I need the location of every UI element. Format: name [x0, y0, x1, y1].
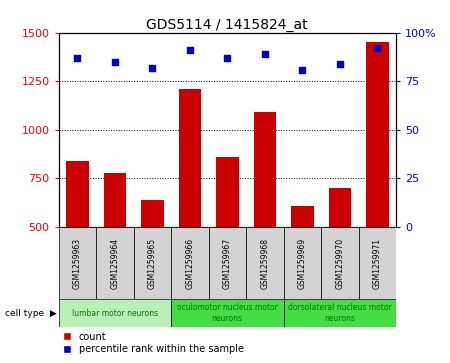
Legend: count, percentile rank within the sample: count, percentile rank within the sample [63, 331, 244, 355]
Bar [179, 89, 201, 227]
Text: cell type  ▶: cell type ▶ [5, 309, 57, 318]
Text: GSM1259970: GSM1259970 [335, 238, 344, 289]
Text: dorsolateral nucleus motor
neurons: dorsolateral nucleus motor neurons [288, 303, 392, 323]
Text: oculomotor nucleus motor
neurons: oculomotor nucleus motor neurons [177, 303, 278, 323]
Bar [134, 227, 171, 299]
Point [148, 65, 156, 70]
Bar [171, 227, 208, 299]
Bar [208, 227, 246, 299]
Bar [291, 205, 314, 227]
Point [336, 61, 343, 67]
Title: GDS5114 / 1415824_at: GDS5114 / 1415824_at [146, 18, 308, 32]
Point [111, 59, 118, 65]
Text: GSM1259964: GSM1259964 [110, 238, 119, 289]
Bar [328, 188, 351, 227]
Bar [366, 42, 388, 227]
Text: GSM1259966: GSM1259966 [185, 238, 194, 289]
Bar [359, 227, 396, 299]
Bar [284, 227, 321, 299]
Point [224, 55, 231, 61]
Bar [216, 157, 239, 227]
Point [299, 67, 306, 73]
Bar [58, 299, 171, 327]
Bar [284, 299, 396, 327]
Point [74, 55, 81, 61]
Text: GSM1259965: GSM1259965 [148, 238, 157, 289]
Bar [66, 161, 89, 227]
Text: lumbar motor neurons: lumbar motor neurons [72, 309, 158, 318]
Bar [321, 227, 359, 299]
Text: GSM1259971: GSM1259971 [373, 238, 382, 289]
Bar [171, 299, 284, 327]
Point [186, 47, 194, 53]
Bar [96, 227, 134, 299]
Bar [104, 174, 126, 227]
Point [261, 51, 268, 57]
Text: GSM1259963: GSM1259963 [73, 238, 82, 289]
Bar [141, 200, 163, 227]
Bar [253, 112, 276, 227]
Bar [246, 227, 284, 299]
Text: GSM1259967: GSM1259967 [223, 238, 232, 289]
Bar [58, 227, 96, 299]
Text: GSM1259968: GSM1259968 [260, 238, 269, 289]
Text: GSM1259969: GSM1259969 [298, 238, 307, 289]
Point [374, 45, 381, 51]
